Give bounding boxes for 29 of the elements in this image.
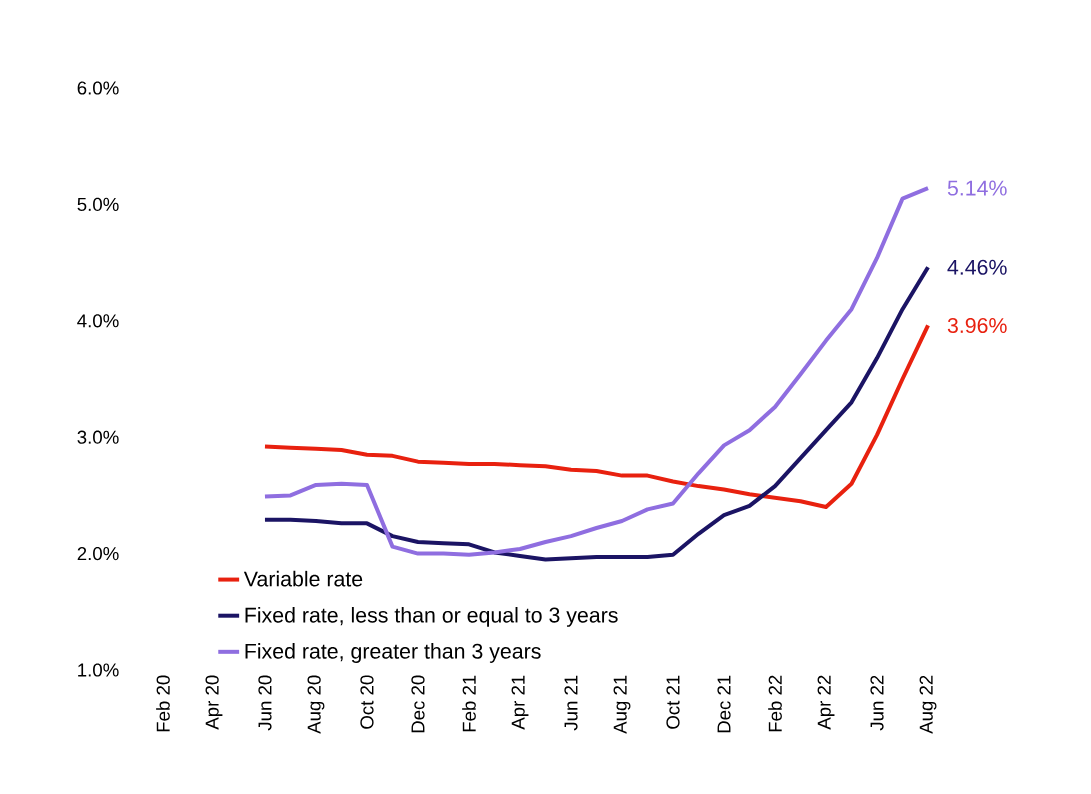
x-tick-label: Jun 21 xyxy=(564,675,578,731)
line-series xyxy=(262,186,931,557)
x-tick-label: Aug 22 xyxy=(919,675,937,734)
y-tick-label: 3.0% xyxy=(77,430,119,444)
y-tick-label: 4.0% xyxy=(77,314,119,328)
y-tick-label: 6.0% xyxy=(77,81,119,95)
x-tick-label: Dec 20 xyxy=(411,675,425,733)
x-tick-label: Aug 20 xyxy=(307,675,325,734)
x-tick-label: Oct 21 xyxy=(666,675,680,729)
y-tick-label: 2.0% xyxy=(77,546,119,561)
x-tick-label: Apr 21 xyxy=(511,675,529,730)
x-tick-label: Dec 21 xyxy=(717,675,731,733)
legend-label: Variable rate xyxy=(243,570,363,587)
x-tick-label: Apr 22 xyxy=(817,675,835,730)
annotation: 3.96% xyxy=(947,317,1007,334)
x-tick-label: Aug 21 xyxy=(613,675,631,734)
x-tick-label: Jun 22 xyxy=(870,675,884,731)
legend-label: Fixed rate, less than or equal to 3 years xyxy=(245,606,618,627)
x-tick-label: Oct 20 xyxy=(360,675,374,729)
y-tick-label: 5.0% xyxy=(77,197,119,212)
x-tick-label: Apr 20 xyxy=(205,675,223,730)
x-tick-label: Feb 22 xyxy=(768,675,782,732)
annotation: 5.14% xyxy=(947,180,1007,196)
x-tick-label: Jun 20 xyxy=(258,675,272,731)
x-tick-label: Feb 20 xyxy=(156,675,170,732)
legend-label: Fixed rate, greater than 3 years xyxy=(245,643,541,663)
y-tick-label: 1.0% xyxy=(78,663,119,677)
x-tick-label: Feb 21 xyxy=(462,675,476,732)
annotation: 4.46% xyxy=(947,259,1007,275)
